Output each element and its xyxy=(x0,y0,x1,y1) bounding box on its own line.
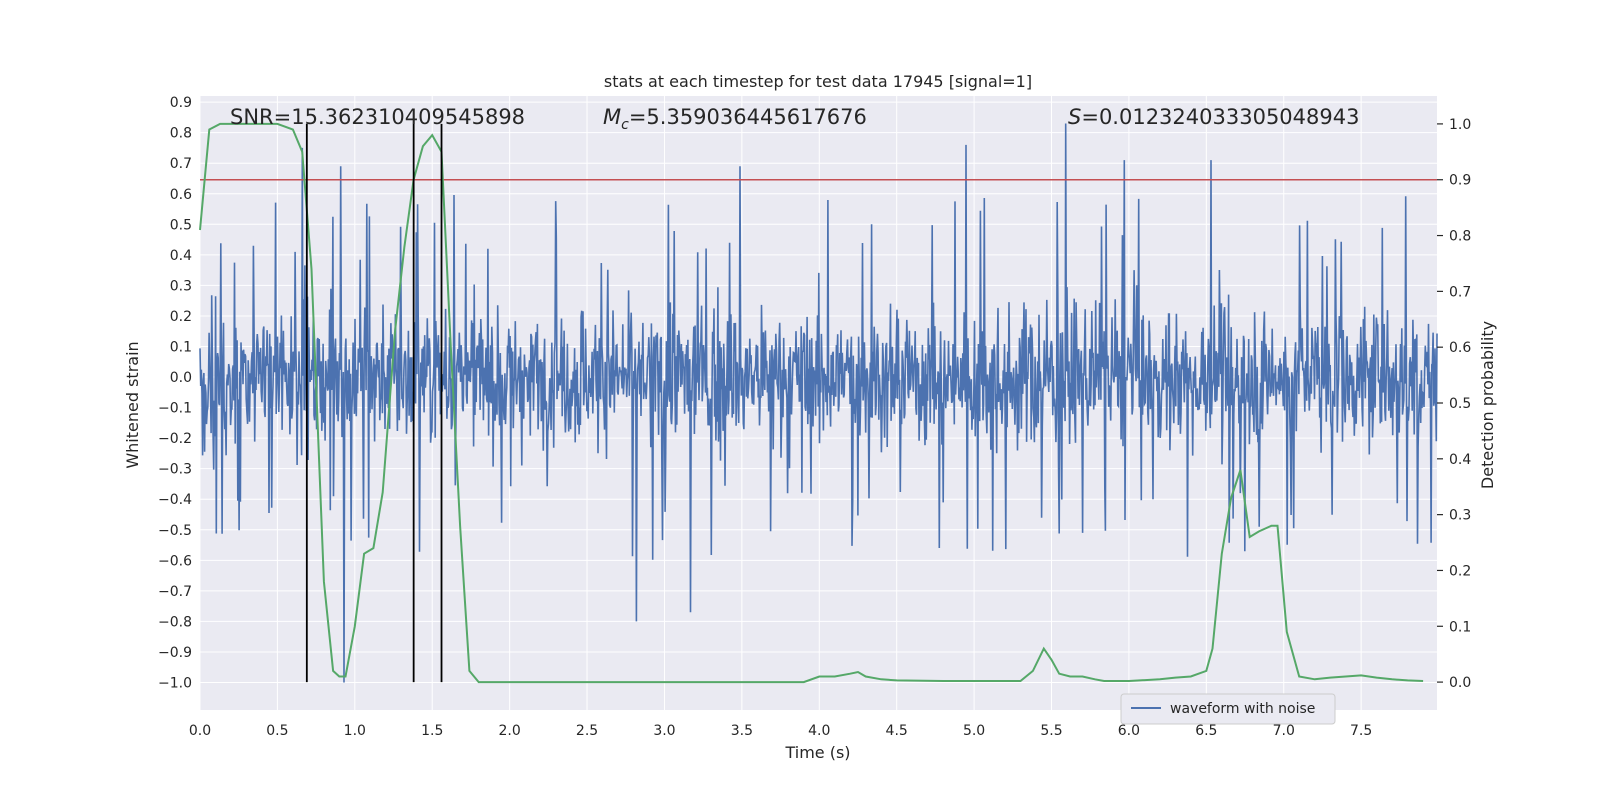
vertical-markers xyxy=(305,123,443,683)
x-tick-label: 7.0 xyxy=(1273,723,1295,739)
legend: waveform with noise xyxy=(1120,693,1336,725)
x-axis-ticks: 0.0 0.5 1.0 1.5 2.0 2.5 3.0 3.5 4.0 4.5 5.0 5.5 6.0 6… xyxy=(189,723,1372,739)
left-tick-label: 0.6 xyxy=(170,187,192,203)
left-tick-label: −0.3 xyxy=(158,462,192,478)
s-annotation: S=0.012324033305048943 xyxy=(1068,105,1359,129)
x-tick-label: 4.0 xyxy=(808,723,830,739)
right-tick-label: 0.5 xyxy=(1449,396,1471,412)
right-tick-label: 0.2 xyxy=(1449,563,1471,579)
snr-annotation: SNR=15.362310409545898 xyxy=(230,105,525,129)
left-tick-label: 0.2 xyxy=(170,309,192,325)
waveform-series xyxy=(199,123,1438,683)
chirp-mass-subscript: c xyxy=(621,117,629,133)
x-tick-label: 7.5 xyxy=(1350,723,1372,739)
left-tick-label: −0.8 xyxy=(158,614,192,630)
s-value: =0.012324033305048943 xyxy=(1081,105,1359,129)
left-tick-label: 0.4 xyxy=(170,248,192,264)
right-tick-label: 1.0 xyxy=(1449,117,1471,133)
x-tick-label: 3.0 xyxy=(653,723,675,739)
left-tick-label: −0.4 xyxy=(158,492,192,508)
right-tick-label: 0.6 xyxy=(1449,340,1471,356)
left-tick-label: −1.0 xyxy=(158,676,192,692)
left-tick-label: 0.3 xyxy=(170,278,192,294)
left-axis-ticks: 0.9 0.8 0.7 0.6 0.5 0.4 0.3 0.2 0.1 0.0 −0.1 −0.2 −0… xyxy=(158,95,192,691)
x-tick-label: 4.5 xyxy=(886,723,908,739)
x-tick-label: 1.5 xyxy=(421,723,443,739)
x-tick-label: 1.0 xyxy=(344,723,366,739)
chirp-mass-symbol: M xyxy=(603,105,621,129)
probability-line xyxy=(199,122,1424,684)
x-tick-label: 0.5 xyxy=(266,723,288,739)
left-tick-label: 0.5 xyxy=(170,217,192,233)
left-tick-label: −0.7 xyxy=(158,584,192,600)
x-tick-label: 2.0 xyxy=(499,723,521,739)
left-tick-label: −0.6 xyxy=(158,553,192,569)
left-tick-label: −0.5 xyxy=(158,523,192,539)
left-tick-label: −0.2 xyxy=(158,431,192,447)
left-tick-label: 0.7 xyxy=(170,156,192,172)
waveform-line xyxy=(199,123,1438,683)
x-tick-label: 2.5 xyxy=(576,723,598,739)
right-tick-label: 0.8 xyxy=(1449,229,1471,245)
right-tick-label: 0.1 xyxy=(1449,619,1471,635)
x-axis-label: Time (s) xyxy=(784,743,850,762)
right-tick-label: 0.3 xyxy=(1449,508,1471,524)
right-tick-label: 0.0 xyxy=(1449,675,1471,691)
left-tick-label: −0.1 xyxy=(158,401,192,417)
legend-box xyxy=(1120,693,1336,725)
x-tick-label: 6.5 xyxy=(1195,723,1217,739)
left-tick-label: 0.9 xyxy=(170,95,192,111)
probability-series xyxy=(199,122,1424,684)
right-tick-label: 0.4 xyxy=(1449,452,1471,468)
x-tick-label: 5.5 xyxy=(1040,723,1062,739)
chirp-mass-value: =5.359036445617676 xyxy=(629,105,867,129)
legend-label: waveform with noise xyxy=(1170,701,1315,717)
left-tick-label: −0.9 xyxy=(158,645,192,661)
s-symbol: S xyxy=(1068,105,1081,129)
x-tick-label: 3.5 xyxy=(731,723,753,739)
x-tick-label: 5.0 xyxy=(963,723,985,739)
left-axis-label: Whitened strain xyxy=(123,341,142,468)
right-axis-label: Detection probability xyxy=(1478,321,1497,489)
right-tick-label: 0.9 xyxy=(1449,173,1471,189)
left-tick-label: 0.1 xyxy=(170,339,192,355)
right-axis-ticks: 1.0 0.9 0.8 0.7 0.6 0.5 0.4 0.3 0.2 0.1 0.0 xyxy=(1437,117,1471,691)
left-tick-label: 0.8 xyxy=(170,126,192,142)
right-tick-label: 0.7 xyxy=(1449,284,1471,300)
left-tick-label: 0.0 xyxy=(170,370,192,386)
chirp-mass-annotation: Mc=5.359036445617676 xyxy=(603,105,867,133)
chart-title: stats at each timestep for test data 179… xyxy=(604,72,1032,91)
x-tick-label: 0.0 xyxy=(189,723,211,739)
x-tick-label: 6.0 xyxy=(1118,723,1140,739)
